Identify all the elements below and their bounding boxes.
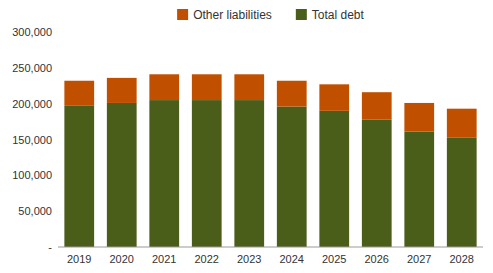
x-axis: 2019 2020 2021 2022 2023 2024 2025 2026 2027 2028 bbox=[67, 253, 474, 265]
x-tick-label: 2027 bbox=[407, 253, 431, 265]
y-tick-label: 250,000 bbox=[12, 62, 52, 74]
x-tick-label: 2021 bbox=[152, 253, 176, 265]
x-tick-label: 2019 bbox=[67, 253, 91, 265]
bar-segment bbox=[107, 103, 137, 247]
bar-segment bbox=[234, 74, 264, 100]
x-tick-label: 2023 bbox=[237, 253, 261, 265]
legend-item: Other liabilities bbox=[177, 8, 272, 22]
x-tick-label: 2024 bbox=[280, 253, 304, 265]
bar-segment bbox=[234, 100, 264, 247]
legend-label: Total debt bbox=[312, 8, 365, 22]
legend-swatch bbox=[177, 9, 188, 20]
bar-segment bbox=[362, 119, 392, 247]
y-tick-label: 100,000 bbox=[12, 169, 52, 181]
y-tick-label: - bbox=[48, 241, 52, 253]
y-axis: - 50,000 100,000 150,000 200,000 250,000 300,0… bbox=[12, 26, 52, 253]
legend-label: Other liabilities bbox=[193, 8, 272, 22]
y-tick-label: 200,000 bbox=[12, 98, 52, 110]
x-tick-label: 2026 bbox=[365, 253, 389, 265]
legend-item: Total debt bbox=[296, 8, 365, 22]
x-tick-label: 2028 bbox=[450, 253, 474, 265]
y-tick-label: 50,000 bbox=[18, 205, 52, 217]
bar-segment bbox=[192, 100, 222, 247]
bar-segment bbox=[149, 100, 179, 247]
bar-segment bbox=[404, 132, 434, 247]
bar-segment bbox=[149, 74, 179, 100]
bar-segment bbox=[277, 107, 307, 247]
bar-segment bbox=[404, 103, 434, 132]
x-tick-label: 2022 bbox=[195, 253, 219, 265]
chart: - 50,000 100,000 150,000 200,000 250,000 300,0… bbox=[0, 0, 493, 273]
y-tick-label: 150,000 bbox=[12, 134, 52, 146]
bar-segment bbox=[107, 78, 137, 103]
legend-swatch bbox=[296, 9, 307, 20]
bar-segment bbox=[447, 137, 477, 247]
bar-segment bbox=[64, 106, 94, 247]
bar-segment bbox=[64, 81, 94, 106]
x-tick-label: 2025 bbox=[322, 253, 346, 265]
bar-segment bbox=[277, 81, 307, 107]
x-tick-label: 2020 bbox=[110, 253, 134, 265]
bar-segment bbox=[192, 74, 222, 100]
y-tick-label: 300,000 bbox=[12, 26, 52, 38]
bar-segment bbox=[319, 111, 349, 247]
x-axis-line bbox=[58, 247, 483, 248]
legend: Other liabilities Total debt bbox=[177, 8, 364, 22]
bar-segment bbox=[362, 92, 392, 119]
bar-segment bbox=[319, 84, 349, 111]
bars bbox=[64, 74, 476, 247]
bar-segment bbox=[447, 109, 477, 138]
